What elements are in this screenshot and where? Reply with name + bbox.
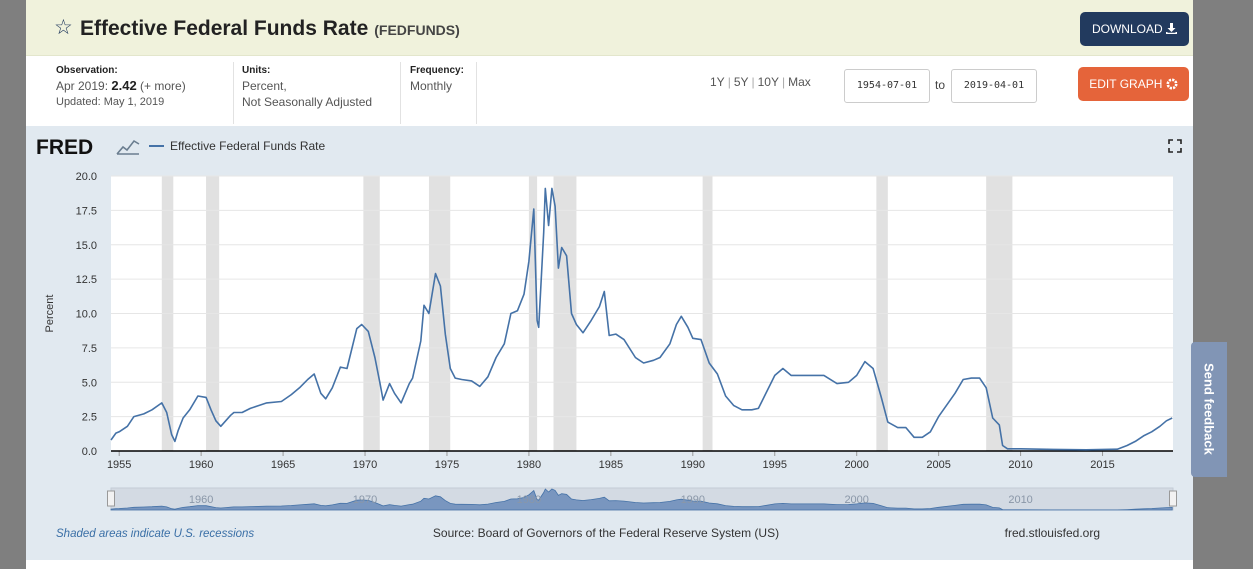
navigator-label: 1980 <box>517 494 541 506</box>
navigator-series <box>110 488 1173 511</box>
x-tick-label: 1980 <box>517 459 541 471</box>
observation-label: Observation: <box>56 65 118 76</box>
site-url: fred.stlouisfed.org <box>1005 526 1100 540</box>
x-tick-label: 2005 <box>926 459 950 471</box>
series-title: Effective Federal Funds Rate <box>80 17 369 40</box>
frequency-value: Monthly <box>410 79 453 93</box>
logo-chart-icon <box>116 139 140 155</box>
download-label: DOWNLOAD <box>1091 22 1163 36</box>
x-tick-label: 1955 <box>107 459 131 471</box>
y-tick-label: 0.0 <box>82 446 97 458</box>
range-5y[interactable]: 5Y <box>733 75 749 89</box>
more-link[interactable]: (+ more) <box>140 79 186 93</box>
star-icon[interactable]: ☆ <box>54 16 73 39</box>
y-tick-label: 10.0 <box>76 309 97 321</box>
x-tick-label: 1965 <box>271 459 295 471</box>
y-tick-label: 2.5 <box>82 412 97 424</box>
navigator-handle[interactable] <box>1169 490 1177 507</box>
divider <box>233 62 234 124</box>
legend-label: Effective Federal Funds Rate <box>170 139 326 153</box>
send-feedback-label: Send feedback <box>1201 363 1217 455</box>
download-button[interactable]: DOWNLOAD <box>1080 12 1189 46</box>
x-tick-label: 2000 <box>844 459 868 471</box>
x-tick-label: 2015 <box>1090 459 1114 471</box>
x-tick-label: 2010 <box>1008 459 1032 471</box>
x-tick-label: 1975 <box>435 459 459 471</box>
units-label: Units: <box>242 65 271 76</box>
start-date-input[interactable]: 1954-07-01 <box>844 69 930 103</box>
y-axis-label: Percent <box>44 295 56 333</box>
source-text: Source: Board of Governors of the Federa… <box>433 526 779 540</box>
chart-svg[interactable]: 0.0 2.5 5.0 7.5 10.0 12.5 15.0 17.5 20.0 1955 1960… <box>26 126 1193 560</box>
observation-value: 2.42 <box>111 78 137 93</box>
end-date-input[interactable]: 2019-04-01 <box>951 69 1037 103</box>
units-line2: Not Seasonally Adjusted <box>242 95 373 109</box>
y-tick-label: 20.0 <box>76 171 97 183</box>
x-tick-label: 1960 <box>189 459 213 471</box>
series-id: (FEDFUNDS) <box>374 22 460 38</box>
page-title: Effective Federal Funds Rate (FEDFUNDS) <box>80 17 460 42</box>
frequency-block: Frequency: Monthly <box>410 64 464 126</box>
observation-date: Apr 2019: <box>56 79 109 93</box>
range-1y[interactable]: 1Y <box>710 75 725 89</box>
page-container: ☆ Effective Federal Funds Rate (FEDFUNDS)… <box>26 0 1193 569</box>
edit-graph-button[interactable]: EDIT GRAPH <box>1078 67 1189 101</box>
y-tick-label: 12.5 <box>76 274 97 286</box>
gear-icon <box>1166 78 1178 90</box>
fullscreen-icon[interactable] <box>1168 139 1182 153</box>
edit-graph-label: EDIT GRAPH <box>1089 77 1163 91</box>
navigator-label: 2000 <box>844 494 868 506</box>
divider <box>400 62 401 124</box>
download-icon <box>1166 23 1177 34</box>
range-10y[interactable]: 10Y <box>757 75 779 89</box>
x-tick-label: 1995 <box>763 459 787 471</box>
y-tick-label: 15.0 <box>76 240 97 252</box>
navigator-label: 1970 <box>353 494 377 506</box>
observation-block: Observation: Apr 2019: 2.42 (+ more) Upd… <box>56 64 186 126</box>
range-selector: 1Y | 5Y | 10Y | Max <box>710 75 811 89</box>
fred-logo: FRED <box>36 136 93 159</box>
to-label: to <box>935 78 946 92</box>
series-line <box>110 187 1173 451</box>
y-tick-label: 17.5 <box>76 205 97 217</box>
title-bar: ☆ Effective Federal Funds Rate (FEDFUNDS)… <box>26 0 1193 56</box>
frequency-label: Frequency: <box>410 65 464 76</box>
y-tick-label: 5.0 <box>82 377 97 389</box>
fullscreen-icon-shape <box>1168 139 1182 153</box>
x-tick-label: 1985 <box>599 459 623 471</box>
divider <box>476 62 477 124</box>
range-max[interactable]: Max <box>788 75 811 89</box>
units-block: Units: Percent, Not Seasonally Adjusted <box>242 64 372 126</box>
navigator-label: 1990 <box>681 494 705 506</box>
units-line1: Percent, <box>242 79 287 93</box>
navigator-label: 2010 <box>1008 494 1032 506</box>
x-tick-label: 1990 <box>681 459 705 471</box>
x-tick-label: 1970 <box>353 459 377 471</box>
updated-text: Updated: May 1, 2019 <box>56 96 165 108</box>
chart-panel: 0.0 2.5 5.0 7.5 10.0 12.5 15.0 17.5 20.0 1955 1960… <box>26 126 1193 560</box>
send-feedback-tab[interactable]: Send feedback <box>1191 342 1227 477</box>
y-tick-label: 7.5 <box>82 343 97 355</box>
navigator-label: 1960 <box>189 494 213 506</box>
navigator-handle[interactable] <box>107 490 115 507</box>
recession-note: Shaded areas indicate U.S. recessions <box>56 528 254 540</box>
